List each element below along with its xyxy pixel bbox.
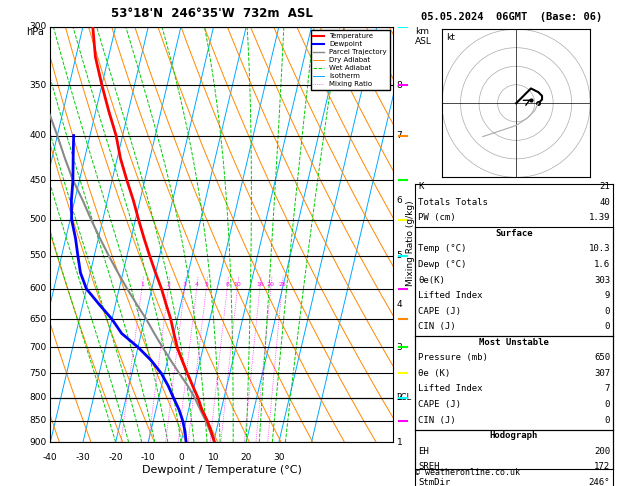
Text: 30: 30 <box>273 452 284 462</box>
Text: 0: 0 <box>604 416 610 425</box>
Text: 1.6: 1.6 <box>594 260 610 269</box>
Text: θe(K): θe(K) <box>418 276 445 285</box>
Text: 1: 1 <box>396 438 403 447</box>
Text: 6: 6 <box>396 196 403 205</box>
Text: 7: 7 <box>604 384 610 394</box>
Text: 0: 0 <box>604 307 610 316</box>
Text: 500: 500 <box>30 215 47 225</box>
Text: 10: 10 <box>208 452 220 462</box>
Text: 172: 172 <box>594 462 610 471</box>
Text: 400: 400 <box>30 131 47 140</box>
Text: 307: 307 <box>594 369 610 378</box>
Text: 750: 750 <box>30 369 47 378</box>
Text: 900: 900 <box>30 438 47 447</box>
Text: 4: 4 <box>396 300 402 309</box>
Text: -20: -20 <box>108 452 123 462</box>
Text: LCL: LCL <box>396 393 411 402</box>
Text: 0: 0 <box>604 400 610 409</box>
Text: 0: 0 <box>178 452 184 462</box>
Text: 1.39: 1.39 <box>589 213 610 223</box>
Text: 0: 0 <box>604 322 610 331</box>
Text: 246°: 246° <box>589 478 610 486</box>
Text: hPa: hPa <box>26 27 44 37</box>
Text: EH: EH <box>418 447 429 456</box>
Text: Hodograph: Hodograph <box>490 431 538 440</box>
Text: 700: 700 <box>30 343 47 352</box>
Text: 16: 16 <box>256 281 264 287</box>
Text: 10: 10 <box>233 281 242 287</box>
Text: 8: 8 <box>396 81 403 89</box>
Text: CIN (J): CIN (J) <box>418 322 456 331</box>
Text: 300: 300 <box>30 22 47 31</box>
Text: 600: 600 <box>30 284 47 294</box>
Text: 25: 25 <box>278 281 286 287</box>
Text: Temp (°C): Temp (°C) <box>418 244 467 254</box>
Text: 9: 9 <box>604 291 610 300</box>
Text: PW (cm): PW (cm) <box>418 213 456 223</box>
Text: 3: 3 <box>182 281 187 287</box>
Text: kt: kt <box>446 33 455 42</box>
Text: -10: -10 <box>141 452 155 462</box>
Text: Mixing Ratio (g/kg): Mixing Ratio (g/kg) <box>406 200 415 286</box>
Text: 2: 2 <box>396 393 402 402</box>
Text: 20: 20 <box>267 281 275 287</box>
Text: CAPE (J): CAPE (J) <box>418 400 461 409</box>
Text: Totals Totals: Totals Totals <box>418 198 488 207</box>
Text: 05.05.2024  06GMT  (Base: 06): 05.05.2024 06GMT (Base: 06) <box>421 12 603 22</box>
Text: © weatheronline.co.uk: © weatheronline.co.uk <box>415 468 520 477</box>
Text: 350: 350 <box>30 81 47 89</box>
Text: -30: -30 <box>75 452 91 462</box>
Text: StmDir: StmDir <box>418 478 450 486</box>
Text: 8: 8 <box>225 281 229 287</box>
Text: 450: 450 <box>30 175 47 185</box>
Text: Lifted Index: Lifted Index <box>418 384 483 394</box>
Text: 40: 40 <box>599 198 610 207</box>
Text: 3: 3 <box>396 343 403 352</box>
Text: CIN (J): CIN (J) <box>418 416 456 425</box>
Text: 303: 303 <box>594 276 610 285</box>
Text: 53°18'N  246°35'W  732m  ASL: 53°18'N 246°35'W 732m ASL <box>111 7 313 20</box>
Text: Dewp (°C): Dewp (°C) <box>418 260 467 269</box>
Text: 4: 4 <box>194 281 199 287</box>
Text: 200: 200 <box>594 447 610 456</box>
Text: 650: 650 <box>30 314 47 324</box>
Text: -40: -40 <box>43 452 58 462</box>
Text: Surface: Surface <box>495 229 533 238</box>
Text: Dewpoint / Temperature (°C): Dewpoint / Temperature (°C) <box>142 465 302 475</box>
Text: 10.3: 10.3 <box>589 244 610 254</box>
Text: Pressure (mb): Pressure (mb) <box>418 353 488 363</box>
Text: 850: 850 <box>30 416 47 425</box>
Text: 5: 5 <box>396 251 403 260</box>
Text: SREH: SREH <box>418 462 440 471</box>
Text: 650: 650 <box>594 353 610 363</box>
Text: 550: 550 <box>30 251 47 260</box>
Text: Lifted Index: Lifted Index <box>418 291 483 300</box>
Text: 7: 7 <box>396 131 403 140</box>
Text: K: K <box>418 182 424 191</box>
Text: 800: 800 <box>30 393 47 402</box>
Text: Most Unstable: Most Unstable <box>479 338 549 347</box>
Text: 2: 2 <box>166 281 170 287</box>
Text: θe (K): θe (K) <box>418 369 450 378</box>
Text: 20: 20 <box>240 452 252 462</box>
Text: 5: 5 <box>204 281 208 287</box>
Text: CAPE (J): CAPE (J) <box>418 307 461 316</box>
Text: 1: 1 <box>140 281 144 287</box>
Text: 21: 21 <box>599 182 610 191</box>
Text: km
ASL: km ASL <box>415 27 432 46</box>
Legend: Temperature, Dewpoint, Parcel Trajectory, Dry Adiabat, Wet Adiabat, Isotherm, Mi: Temperature, Dewpoint, Parcel Trajectory… <box>311 30 389 90</box>
